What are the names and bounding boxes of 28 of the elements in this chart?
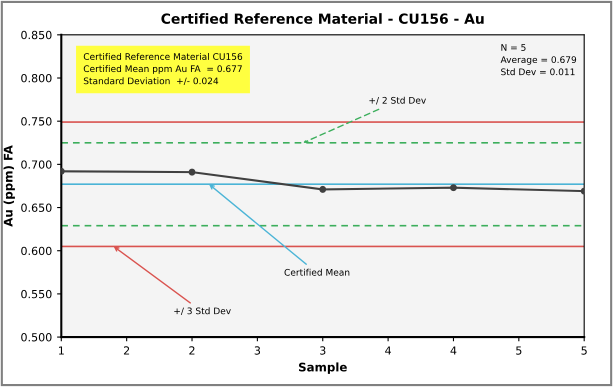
x-tick-label: 2: [189, 346, 194, 355]
y-tick-label: 0.750: [21, 117, 52, 126]
x-tick-label: 1: [58, 346, 64, 355]
x-tick-label: 2: [124, 346, 130, 355]
y-tick-label: 0.850: [21, 30, 52, 40]
y-axis-title: Au (ppm) FA: [3, 145, 15, 227]
x-tick-label: 4: [450, 346, 456, 355]
y-tick-label: 0.600: [21, 246, 52, 256]
x-tick-label: 3: [254, 346, 260, 355]
chart-title: Certified Reference Material - CU156 - Au: [161, 13, 484, 24]
y-tick-label: 0.800: [21, 74, 52, 82]
x-tick-label: 3: [320, 346, 326, 355]
y-tick-label: 0.500: [21, 333, 52, 342]
annotation: +/ 3 Std Dev: [174, 307, 231, 316]
x-tick-label: 5: [582, 346, 587, 355]
x-axis-title: Sample: [298, 362, 347, 374]
x-tick-label: 4: [385, 346, 392, 355]
annotation: Certified Reference Material CU156 Certified Mean ppm Au FA = 0.677 Standard Deviation +/- 0.024: [84, 52, 242, 85]
y-tick-label: 0.550: [21, 290, 52, 298]
x-tick-label: 5: [516, 346, 522, 355]
annotation: N = 5 Average = 0.679 Std Dev = 0.011: [500, 44, 576, 76]
y-tick-label: 0.700: [21, 160, 52, 169]
point: [450, 184, 457, 192]
annotation: +/ 2 Std Dev: [369, 96, 426, 104]
annotation: Certified Mean: [284, 268, 350, 276]
point: [319, 186, 326, 193]
y-tick-label: 0.650: [21, 204, 52, 212]
point: [188, 168, 196, 176]
